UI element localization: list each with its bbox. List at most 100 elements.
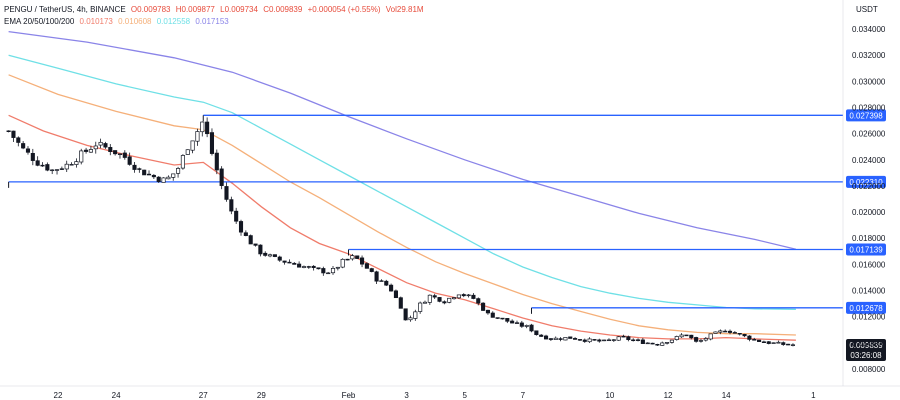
candle-body bbox=[665, 342, 670, 344]
level-price-label: 0.012678 bbox=[849, 304, 883, 313]
chart-legend-title: PENGU / TetherUS, 4h, BINANCE O0.009783 … bbox=[4, 4, 427, 15]
x-tick-label: Feb bbox=[342, 391, 356, 400]
candle-body bbox=[771, 342, 776, 344]
candle-body bbox=[389, 284, 394, 292]
candle-body bbox=[224, 186, 229, 200]
candle-body bbox=[757, 339, 762, 342]
candle-body bbox=[548, 338, 553, 340]
ema100-value: 0.012558 bbox=[156, 17, 191, 26]
candle-body bbox=[6, 130, 11, 132]
candle-body bbox=[122, 152, 127, 158]
candle-body bbox=[669, 339, 674, 343]
y-tick-label: 0.034000 bbox=[852, 25, 886, 34]
candle-body bbox=[481, 302, 486, 311]
candle-body bbox=[219, 168, 224, 186]
candle-body bbox=[432, 295, 437, 298]
candle-body bbox=[543, 335, 549, 340]
candle-body bbox=[297, 263, 302, 268]
candle-body bbox=[640, 339, 645, 344]
y-tick-label: 0.024000 bbox=[852, 156, 886, 165]
candle-body bbox=[360, 257, 365, 265]
ema-label: EMA 20/50/100/200 bbox=[4, 17, 75, 26]
level-price-tag bbox=[846, 109, 886, 122]
candle-body bbox=[558, 338, 563, 340]
candle-body bbox=[703, 338, 708, 341]
candle-body bbox=[93, 145, 98, 150]
candle-body bbox=[495, 317, 500, 319]
y-tick-label: 0.026000 bbox=[852, 130, 886, 139]
candle-body bbox=[776, 341, 781, 344]
ema200-line bbox=[8, 30, 797, 250]
candle-body bbox=[442, 301, 447, 304]
candle-body bbox=[248, 235, 253, 245]
y-tick-label: 0.022000 bbox=[852, 182, 886, 191]
level-lines: 0.027398 0.022310 0.017139 0.012678 0.009839… bbox=[8, 109, 886, 361]
candle-body bbox=[742, 334, 747, 337]
candle-body bbox=[268, 254, 273, 257]
candle-body bbox=[345, 258, 350, 261]
x-tick-label: 3 bbox=[404, 391, 409, 400]
level-price-label: 0.022310 bbox=[849, 178, 883, 187]
high-value: H0.009877 bbox=[175, 5, 215, 14]
candle-body bbox=[524, 325, 529, 327]
candle-body bbox=[422, 301, 428, 304]
candle-body bbox=[626, 336, 631, 341]
candle-body bbox=[74, 161, 79, 165]
volume-value: Vol29.81M bbox=[385, 5, 424, 14]
candle-body bbox=[54, 169, 60, 171]
candle-body bbox=[500, 317, 505, 320]
candle-body bbox=[631, 339, 636, 342]
candle-body bbox=[301, 266, 307, 268]
x-tick-label: 22 bbox=[54, 391, 63, 400]
candle-body bbox=[156, 176, 161, 182]
candle-body bbox=[321, 268, 326, 274]
candle-body bbox=[694, 337, 699, 342]
candle-body bbox=[229, 199, 234, 212]
candle-body bbox=[660, 342, 665, 346]
candles bbox=[6, 117, 796, 347]
candle-body bbox=[340, 258, 345, 268]
candle-body bbox=[40, 164, 45, 167]
candle-body bbox=[510, 320, 515, 324]
candle-body bbox=[568, 336, 573, 339]
candle-body bbox=[577, 339, 582, 341]
candle-body bbox=[713, 331, 718, 334]
candle-body bbox=[732, 332, 737, 334]
candle-body bbox=[127, 156, 132, 165]
y-tick-label: 0.016000 bbox=[852, 260, 886, 269]
candle-body bbox=[205, 121, 210, 135]
candle-body bbox=[679, 334, 684, 338]
candle-body bbox=[553, 337, 558, 340]
candle-body bbox=[752, 339, 757, 341]
candle-body bbox=[238, 221, 244, 233]
level-price-label: 0.027398 bbox=[849, 111, 883, 120]
candle-body bbox=[200, 121, 205, 133]
candle-body bbox=[786, 343, 791, 346]
candle-body bbox=[727, 330, 733, 333]
candle-body bbox=[350, 255, 355, 260]
candle-body bbox=[243, 232, 248, 236]
candle-body bbox=[505, 318, 510, 322]
candle-body bbox=[698, 340, 704, 342]
candle-body bbox=[592, 339, 597, 341]
candle-body bbox=[113, 150, 118, 155]
level-price-tag bbox=[846, 301, 886, 314]
candle-body bbox=[45, 164, 50, 171]
candle-body bbox=[117, 153, 123, 156]
candle-body bbox=[335, 266, 340, 269]
x-tick-label: 5 bbox=[462, 391, 467, 400]
candle-body bbox=[142, 169, 147, 176]
candle-body bbox=[645, 342, 650, 345]
price-unit-label: USDT bbox=[856, 5, 878, 14]
candle-countdown: 03:26:08 bbox=[850, 351, 882, 360]
candle-body bbox=[490, 312, 495, 318]
candle-body bbox=[427, 294, 432, 303]
candle-body bbox=[398, 297, 403, 309]
candle-body bbox=[306, 266, 311, 268]
candle-body bbox=[790, 344, 796, 346]
candle-body bbox=[374, 271, 379, 282]
candle-body bbox=[30, 153, 35, 161]
candle-body bbox=[466, 294, 471, 297]
candle-body bbox=[529, 324, 534, 332]
